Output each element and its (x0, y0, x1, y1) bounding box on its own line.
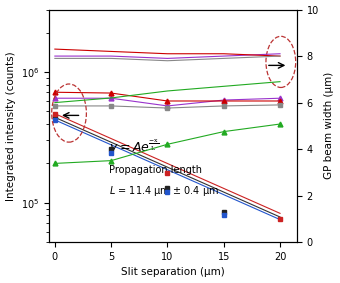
X-axis label: Slit separation (μm): Slit separation (μm) (121, 267, 225, 277)
Text: $y = Ae^{\mathregular{\frac{-x}{L}}}$: $y = Ae^{\mathregular{\frac{-x}{L}}}$ (109, 138, 159, 157)
Text: $\mathit{L}$ = 11.4 μm ± 0.4 μm: $\mathit{L}$ = 11.4 μm ± 0.4 μm (109, 184, 219, 198)
Y-axis label: Integrated intensity (counts): Integrated intensity (counts) (5, 51, 16, 201)
Y-axis label: GP beam width (μm): GP beam width (μm) (324, 72, 335, 179)
Text: Propagation length: Propagation length (109, 165, 202, 175)
